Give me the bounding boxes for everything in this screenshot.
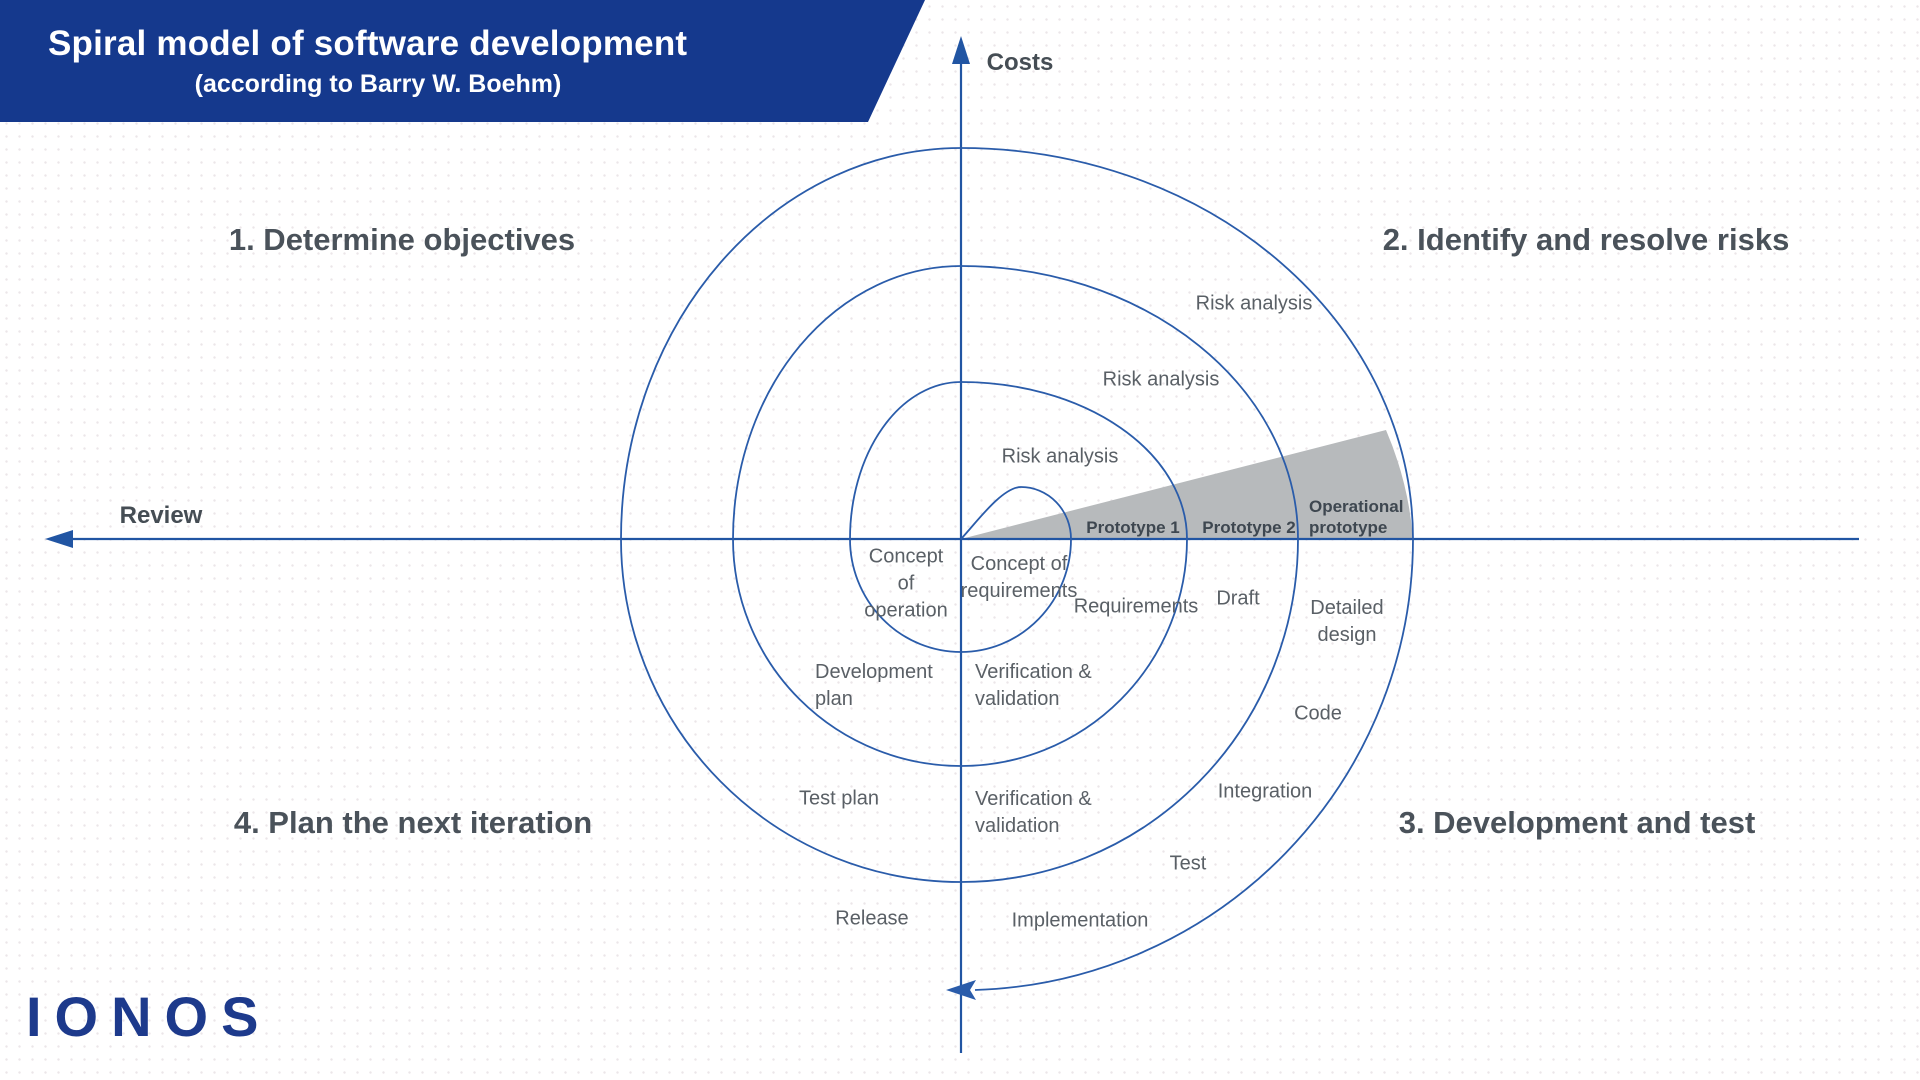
review-axis-label: Review [119,502,203,529]
development-plan-label: Development plan [815,661,933,710]
prototype-1-label: Prototype 1 [1086,518,1180,537]
risk-analysis-middle-label: Risk analysis [1102,368,1220,391]
detailed-design-label: Detailed design [1310,597,1384,646]
prototype-wedge-shape [961,430,1413,539]
quadrant-3-heading: 3. Development and test [1398,805,1756,840]
verification-validation-lower-label: Verification & validation [975,788,1092,837]
diagram-subtitle: (according to Barry W. Boehm) [194,70,562,98]
concept-of-requirements-label: Concept of requirements [960,553,1078,602]
spiral-path [620,147,1414,991]
test-plan-label: Test plan [798,787,880,810]
title-banner: Spiral model of software development (ac… [0,0,925,122]
costs-axis-label: Costs [986,49,1054,76]
risk-analysis-inner-label: Risk analysis [1001,445,1119,468]
release-label: Release [835,907,909,930]
requirements-label: Requirements [1073,595,1199,618]
diagram-title: Spiral model of software development [48,24,688,63]
quadrant-1-heading: 1. Determine objectives [228,222,576,257]
code-label: Code [1294,702,1342,725]
costs-axis-arrowhead [952,36,970,64]
prototype-2-label: Prototype 2 [1202,518,1296,537]
integration-label: Integration [1217,780,1313,803]
ionos-logo: IONOS [26,985,272,1048]
axis-arrowheads [45,36,970,548]
verification-validation-upper-label: Verification & validation [975,661,1092,710]
spiral-end-arrowhead [946,980,976,1000]
axes-lines [68,60,1859,1053]
concept-of-operation-label: Concept of operation [864,545,948,622]
implementation-label: Implementation [1011,909,1149,932]
review-axis-arrowhead [45,530,73,548]
quadrant-4-heading: 4. Plan the next iteration [233,805,593,840]
risk-analysis-outer-label: Risk analysis [1195,292,1313,315]
quadrant-2-heading: 2. Identify and resolve risks [1382,222,1790,257]
draft-label: Draft [1216,587,1260,610]
test-label: Test [1169,852,1207,875]
operational-prototype-label: Operational prototype [1309,496,1404,537]
